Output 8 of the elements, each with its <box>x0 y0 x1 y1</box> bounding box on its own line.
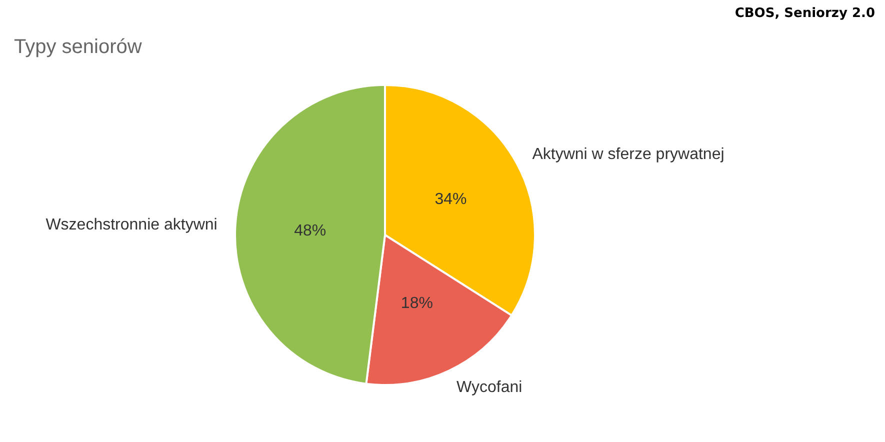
slice-label: Wycofani <box>456 379 522 396</box>
slice-label: Wszechstronnie aktywni <box>46 216 218 234</box>
chart-title: Typy seniorów <box>14 36 142 58</box>
slice-label: Aktywni w sferze prywatnej <box>532 146 724 164</box>
text: CBOS, Seniorzy 2.0 <box>734 6 875 21</box>
data-label: 34% <box>434 190 467 208</box>
data-label: 48% <box>294 222 326 240</box>
data-label: 18% <box>400 294 433 312</box>
